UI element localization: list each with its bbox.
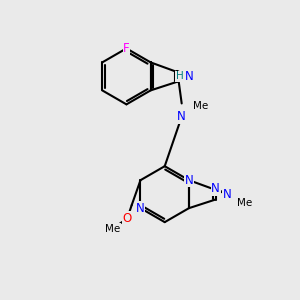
Text: N: N [185,70,194,83]
Text: F: F [123,42,130,55]
Text: N: N [223,188,232,201]
Text: O: O [123,212,132,225]
Text: N: N [136,202,145,215]
Text: Me: Me [193,101,208,111]
Text: Me: Me [105,224,120,234]
Text: N: N [184,174,193,187]
Text: H: H [176,71,184,81]
Text: N: N [211,182,220,195]
Text: N: N [177,110,186,123]
Text: Me: Me [238,198,253,208]
